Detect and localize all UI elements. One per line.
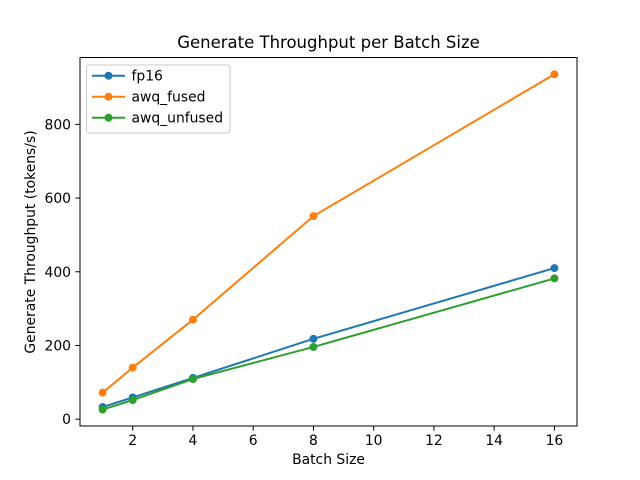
x-tick-label: 16 — [546, 433, 564, 449]
legend: fp16 awq_fused awq_unfused — [86, 64, 231, 134]
plot-frame — [79, 57, 578, 427]
data-point-awq_unfused-batch-2 — [128, 396, 137, 405]
x-tick-label: 14 — [485, 433, 503, 449]
legend-marker-fp16 — [104, 71, 113, 80]
y-tick-label: 600 — [44, 191, 71, 207]
y-tick-label: 200 — [44, 338, 71, 354]
x-tick-label: 2 — [128, 433, 137, 449]
legend-marker-awq_fused — [104, 92, 113, 101]
axes-layer: 2 4 6 8 10 12 14 16 0 200 400 600 800 — [44, 57, 578, 449]
y-axis-label: Generate Throughput (tokens/s) — [23, 130, 39, 353]
chart-title: Generate Throughput per Batch Size — [177, 33, 480, 52]
x-axis-label: Batch Size — [292, 452, 365, 468]
data-point-awq_fused-batch-1 — [98, 388, 107, 397]
series-line-awq_unfused — [101, 277, 556, 411]
legend-marker-awq_unfused — [104, 113, 113, 122]
x-tick-label: 4 — [189, 433, 198, 449]
data-point-awq_fused-batch-2 — [128, 363, 137, 372]
y-tick-label: 0 — [62, 412, 71, 428]
data-point-fp16-batch-16 — [550, 264, 559, 273]
x-tick-label: 10 — [365, 433, 383, 449]
data-point-awq_fused-batch-16 — [550, 70, 559, 79]
legend-label-awq_unfused: awq_unfused — [132, 111, 224, 127]
data-point-awq_unfused-batch-16 — [550, 274, 559, 283]
y-tick-label: 800 — [44, 117, 71, 133]
legend-box — [86, 64, 231, 134]
data-point-awq_unfused-batch-4 — [188, 375, 197, 384]
series-layer — [98, 70, 559, 414]
data-point-awq_fused-batch-4 — [188, 315, 197, 324]
y-tick-label: 400 — [44, 265, 71, 281]
legend-label-awq_fused: awq_fused — [132, 90, 206, 106]
x-tick-label: 12 — [425, 433, 443, 449]
data-point-awq_unfused-batch-8 — [309, 342, 318, 351]
data-point-awq_unfused-batch-1 — [98, 405, 107, 414]
data-point-fp16-batch-8 — [309, 334, 318, 343]
data-point-awq_fused-batch-8 — [309, 212, 318, 221]
legend-label-fp16: fp16 — [132, 69, 163, 85]
x-tick-label: 6 — [249, 433, 258, 449]
x-tick-label: 8 — [309, 433, 318, 449]
